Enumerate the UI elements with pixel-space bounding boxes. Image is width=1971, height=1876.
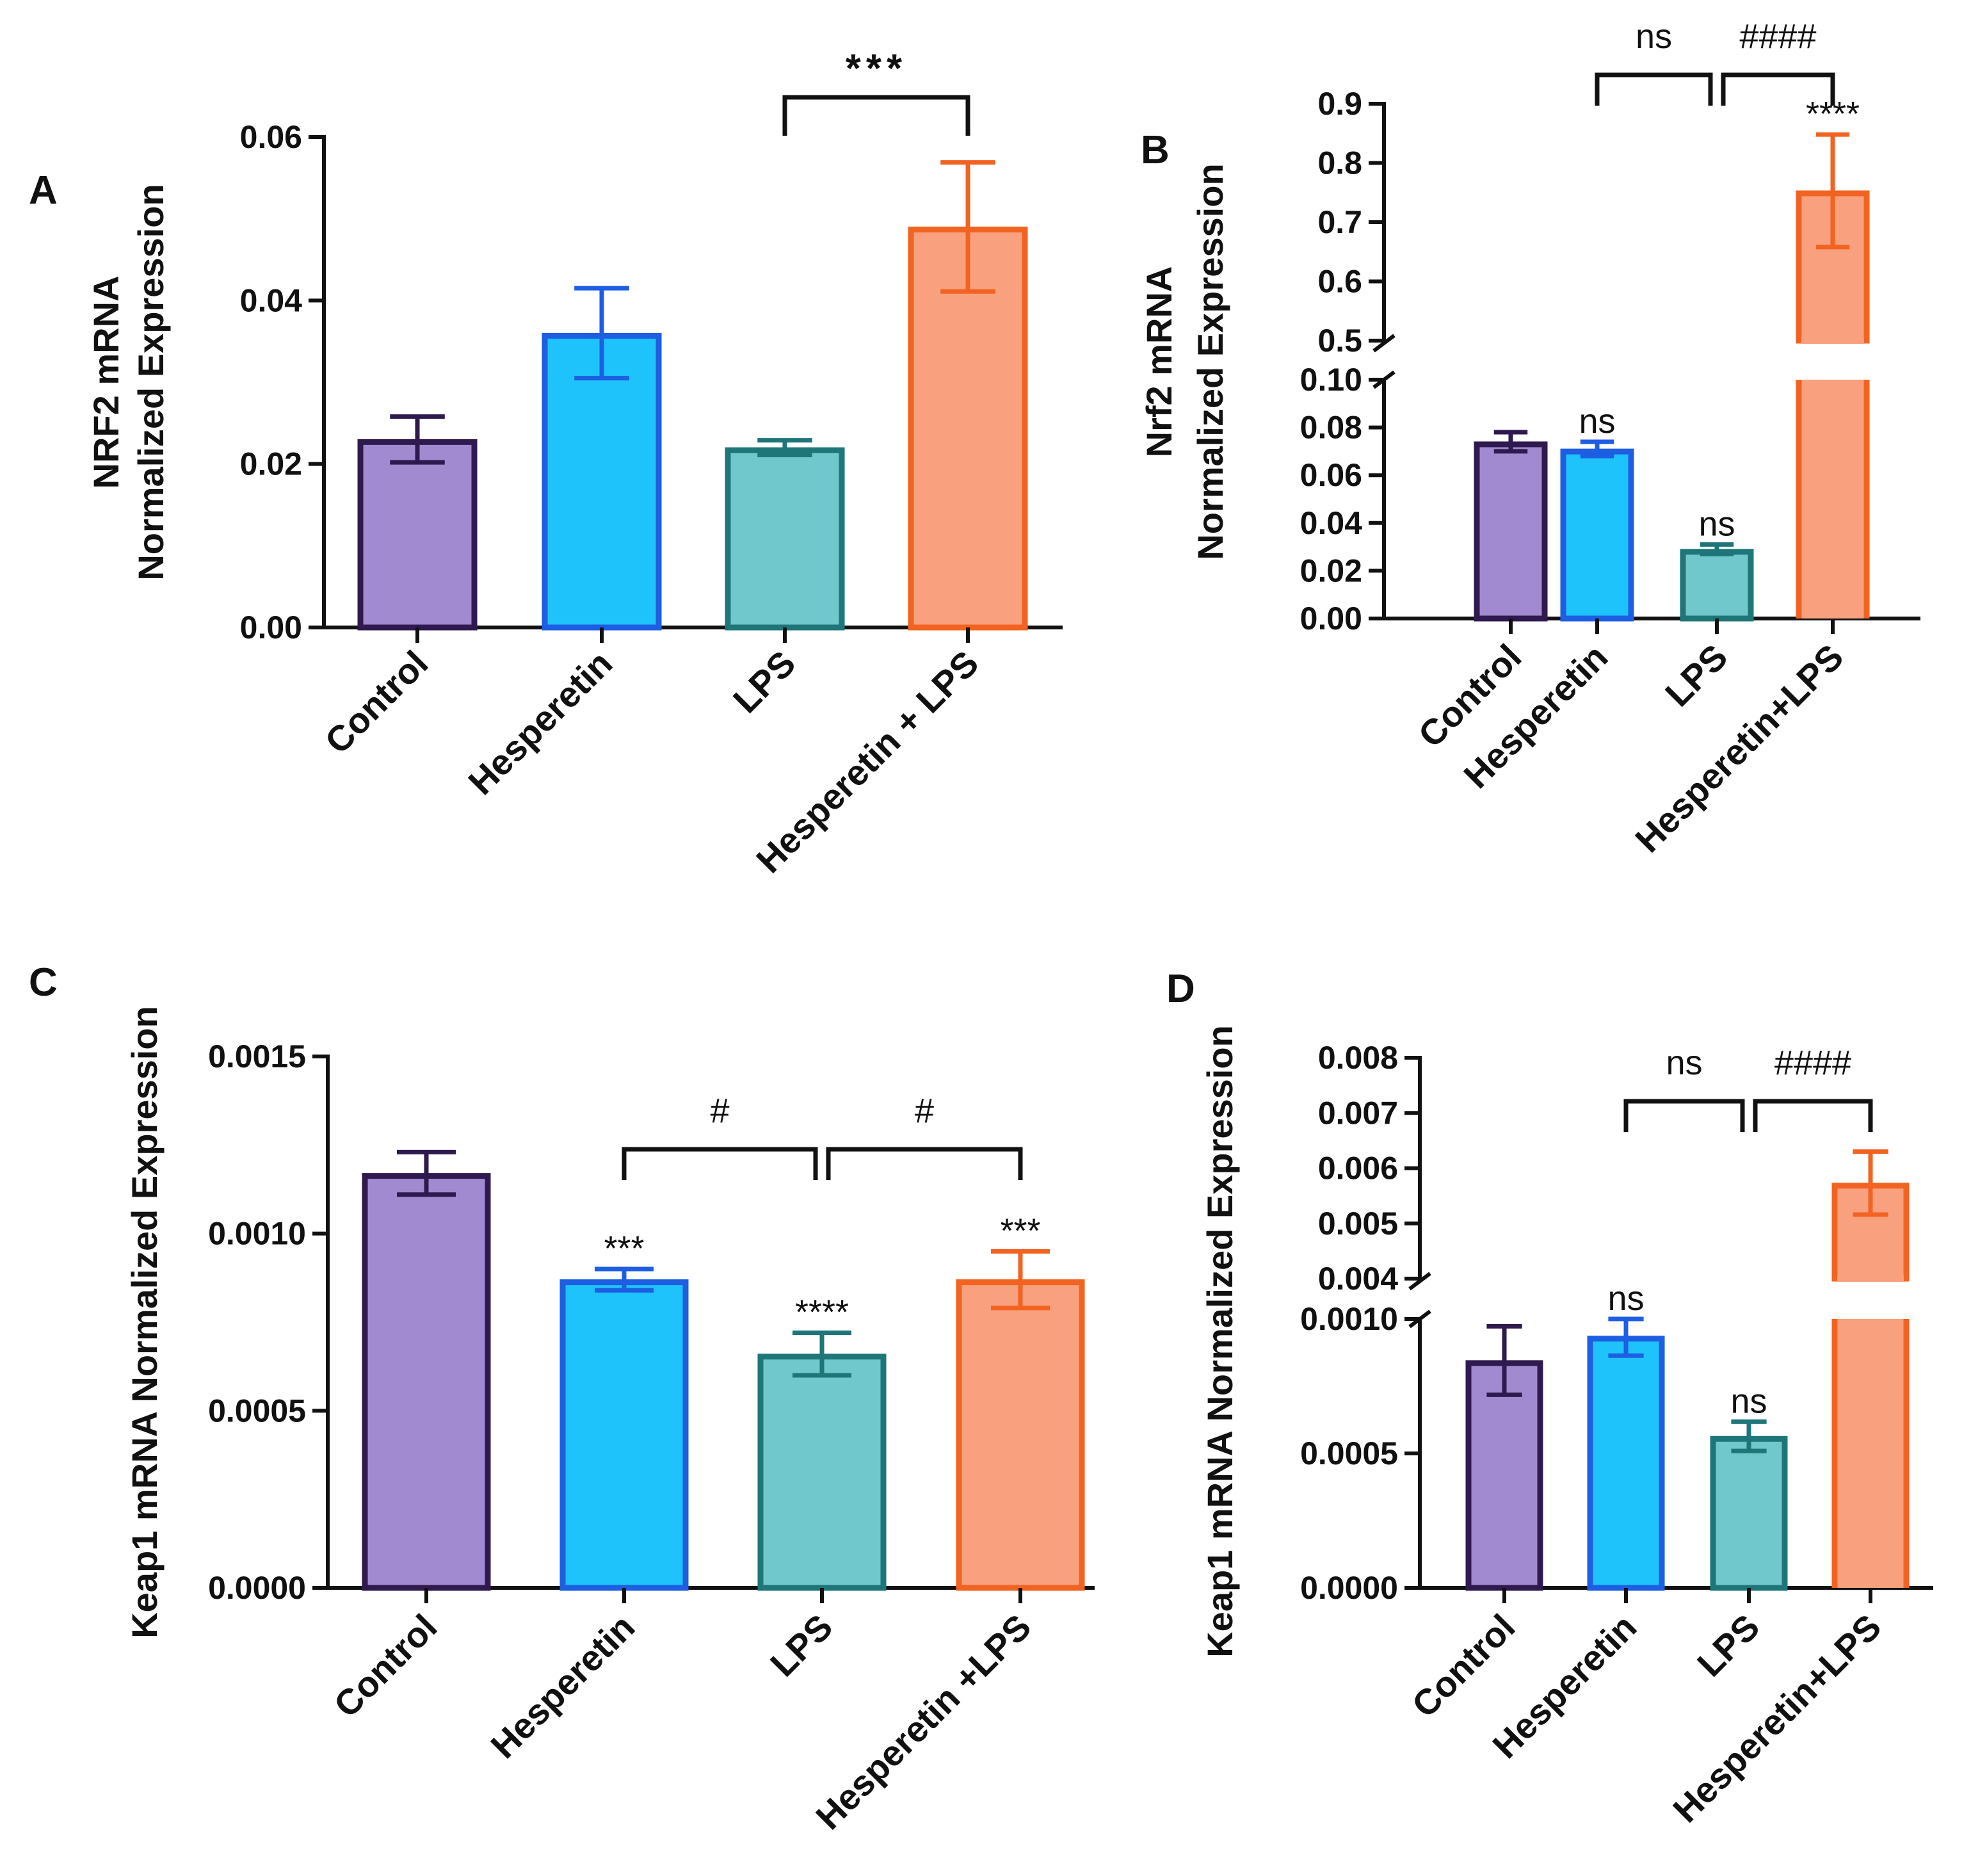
bar [1680,549,1754,622]
x-category-label: Control [317,643,435,761]
bar [559,1279,689,1591]
bar [1560,448,1634,622]
axis-break-mark [1372,334,1396,353]
panel-letter: A [29,168,58,213]
bar [1710,1435,1788,1591]
bar [1465,1360,1543,1591]
y-tick-label: 0.5 [1317,323,1362,359]
bar-significance-label: ns [1607,1279,1644,1318]
significance-bracket [1595,72,1713,106]
bar [1796,380,1869,619]
panel-c: C Keap1 mRNA Normalized Expression 0.0000 0… [29,960,1095,1837]
y-axis-label: Normalized Expression [1190,163,1230,560]
y-tick-label: 0.02 [1300,553,1362,588]
axis-break-mark [1408,1272,1431,1291]
x-category-label: Hesperetin [483,1606,642,1766]
panel-b: B Nrf2 mRNA Normalized Expression 0.00 0.02 0… [1139,17,1920,860]
bar [1587,1336,1665,1591]
y-tick-label: 0.06 [1300,457,1362,493]
y-tick-label: 0.8 [1317,145,1362,181]
bar [1832,1319,1909,1588]
y-tick-label: 0.7 [1317,204,1362,240]
bar-significance-label: ns [1698,505,1735,543]
bracket-significance-label: # [915,1092,934,1130]
bracket-significance-label: *** [846,47,907,91]
significance-bracket [826,1147,1023,1180]
bar [725,447,845,631]
y-tick-label: 0.0010 [208,1216,306,1252]
significance-bracket [1753,1099,1873,1132]
y-tick-label: 0.08 [1300,410,1362,446]
x-category-label: LPS [1657,636,1735,715]
y-tick-label: 0.00 [240,610,302,645]
y-axis-label: Keap1 mRNA Normalized Expression [1200,1025,1240,1658]
bar [362,1173,491,1591]
significance-bracket [622,1147,818,1180]
y-tick-label: 0.004 [1318,1261,1398,1297]
panel-letter: B [1141,128,1170,172]
bar [1474,441,1548,622]
y-tick-label: 0.04 [1300,505,1363,541]
panel-a: A NRF2 mRNA Normalized Expression 0.00 0.02 0… [29,47,1063,880]
y-tick-label: 0.06 [240,119,302,155]
bar-significance-label: *** [1000,1211,1040,1250]
y-tick-label: 0.0005 [1300,1435,1398,1471]
bracket-significance-label: #### [1774,1044,1851,1082]
y-tick-label: 0.0000 [208,1570,306,1606]
panel-letter: C [29,960,58,1005]
y-tick-label: 0.9 [1317,86,1362,122]
y-tick-label: 0.0010 [1300,1301,1398,1337]
y-tick-label: 0.006 [1318,1151,1398,1186]
x-category-label: LPS [762,1606,841,1685]
y-tick-label: 0.04 [240,282,303,318]
bar [956,1279,1085,1591]
y-tick-label: 0.007 [1318,1095,1398,1131]
x-category-label: Hesperetin +LPS [808,1606,1038,1837]
y-tick-label: 0.005 [1318,1206,1398,1241]
x-category-label: Hesperetin+LPS [1627,636,1851,860]
panel-letter: D [1166,967,1195,1011]
x-category-label: Hesperetin [460,643,620,802]
bar-significance-label: **** [795,1293,849,1332]
x-category-label: LPS [725,643,803,721]
bracket-significance-label: #### [1739,17,1816,56]
y-tick-label: 0.00 [1300,601,1362,636]
x-category-label: Control [326,1606,444,1725]
bar [757,1354,887,1591]
y-axis-label: Keap1 mRNA Normalized Expression [124,1006,165,1638]
bracket-significance-label: ns [1666,1044,1702,1082]
bar [357,439,478,631]
y-tick-label: 0.10 [1300,362,1362,398]
x-category-label: LPS [1689,1606,1767,1685]
x-category-label: Hesperetin+LPS [1665,1606,1888,1830]
significance-bracket [1721,72,1835,106]
bracket-significance-label: # [710,1092,729,1130]
y-tick-label: 0.6 [1317,264,1362,300]
bar-significance-label: *** [604,1229,644,1268]
bar-significance-label: ns [1730,1382,1767,1420]
bar-significance-label: ns [1579,402,1615,441]
significance-bracket [1623,1099,1745,1132]
y-tick-label: 0.02 [240,446,302,482]
y-tick-label: 0.008 [1318,1040,1398,1076]
significance-bracket [782,95,970,136]
y-axis-label: NRF2 mRNA [86,276,126,489]
y-axis-label: Nrf2 mRNA [1139,266,1179,458]
y-tick-label: 0.0000 [1300,1570,1398,1606]
y-axis-label: Normalized Expression [131,184,171,580]
x-category-label: Control [1404,1606,1522,1725]
y-tick-label: 0.0015 [208,1039,306,1074]
y-tick-label: 0.0005 [208,1393,306,1428]
bracket-significance-label: ns [1636,17,1672,56]
